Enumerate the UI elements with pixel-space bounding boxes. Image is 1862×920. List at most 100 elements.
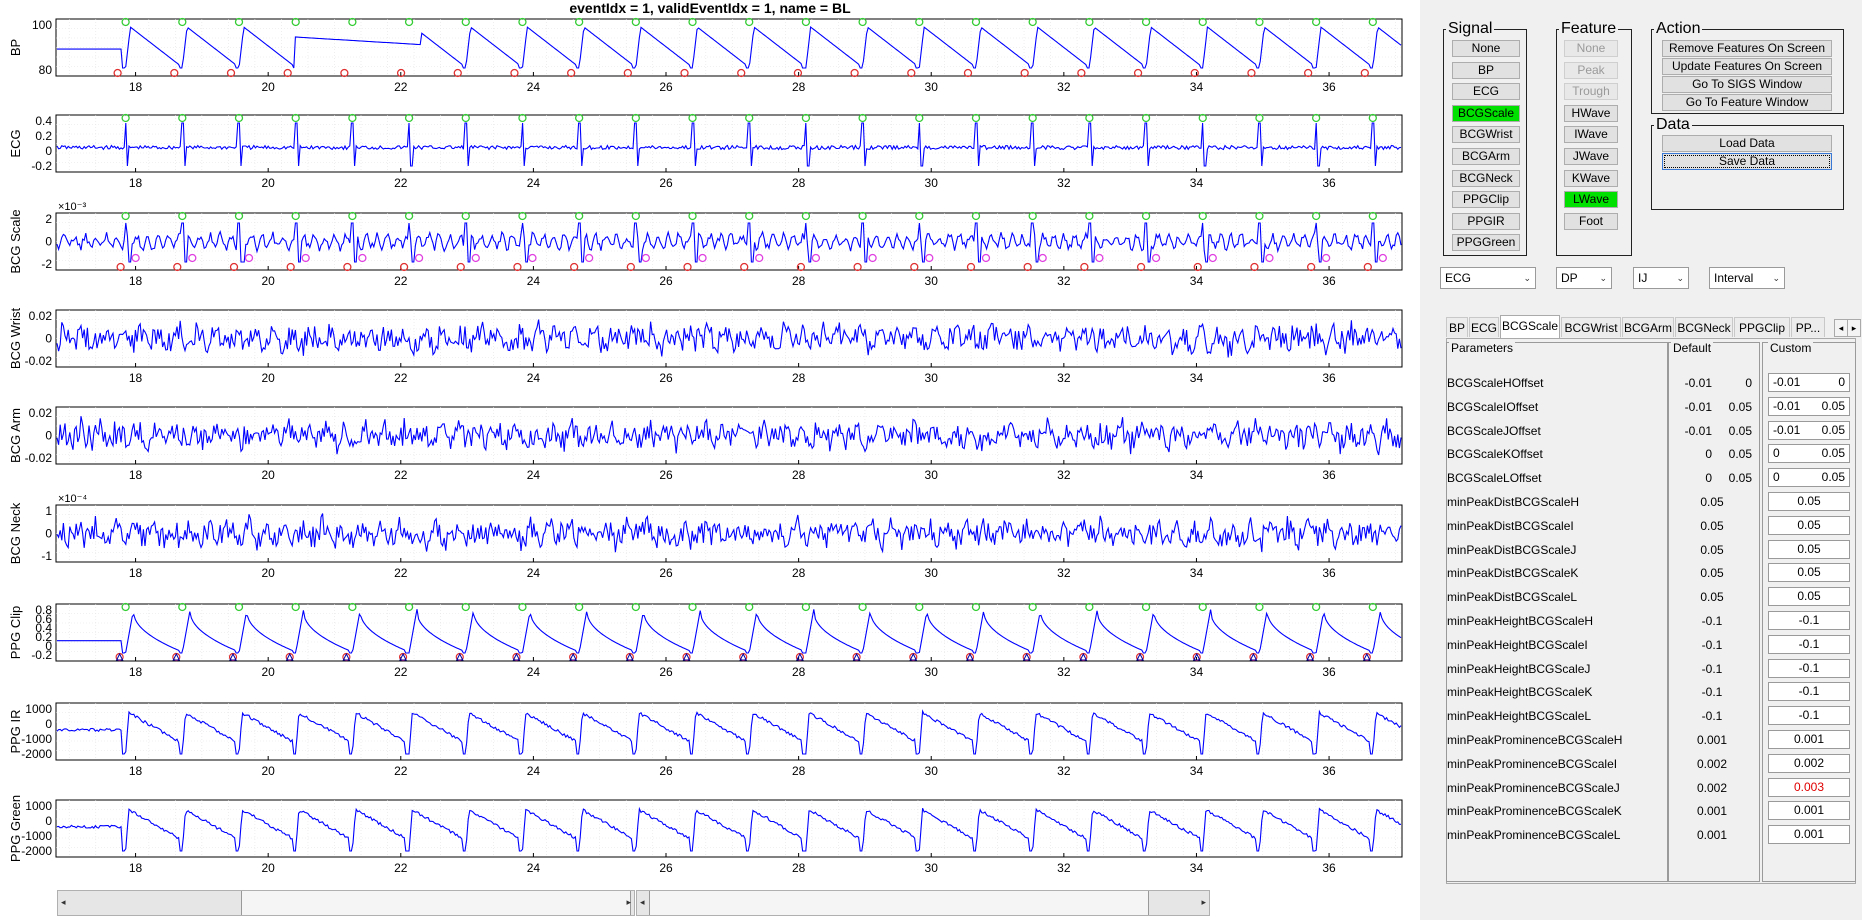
param-custom-value[interactable]: 0.05 (1797, 494, 1821, 508)
trough-marker[interactable] (793, 68, 803, 78)
trough-marker[interactable] (1020, 68, 1029, 78)
param-custom-max[interactable]: 0.05 (1821, 422, 1845, 437)
param-custom-input[interactable]: -0.1 (1768, 682, 1850, 702)
foot-marker[interactable] (1363, 652, 1371, 661)
peak-marker[interactable] (234, 211, 244, 221)
peak-marker[interactable] (1141, 17, 1151, 27)
trough-marker[interactable] (1193, 262, 1202, 272)
feature-marker[interactable] (1095, 253, 1104, 263)
param-custom-min[interactable]: -0.01 (1773, 398, 1801, 413)
foot-marker[interactable] (569, 652, 577, 661)
peak-marker[interactable] (348, 211, 357, 221)
peak-marker[interactable] (1198, 602, 1207, 612)
feature-marker[interactable] (641, 253, 650, 263)
tab-bcgwrist[interactable]: BCGWrist (1561, 317, 1621, 337)
trough-marker[interactable] (1303, 68, 1313, 78)
param-custom-max[interactable]: 0.05 (1821, 398, 1845, 413)
peak-marker[interactable] (631, 113, 640, 123)
peak-marker[interactable] (1368, 113, 1377, 123)
peak-marker[interactable] (1141, 602, 1151, 612)
peak-marker[interactable] (1368, 602, 1377, 612)
signal-button-ppggreen[interactable]: PPGGreen (1452, 234, 1520, 252)
peak-marker[interactable] (1255, 113, 1264, 123)
right-time-scrollbar[interactable]: ◂ ▸ (636, 890, 1210, 916)
peak-marker[interactable] (1311, 211, 1321, 221)
peak-marker[interactable] (348, 113, 357, 123)
peak-marker[interactable] (1198, 17, 1207, 27)
feature-marker[interactable] (358, 253, 367, 263)
param-custom-min[interactable]: 0 (1773, 470, 1780, 485)
peak-marker[interactable] (461, 113, 470, 123)
foot-marker[interactable] (682, 652, 691, 661)
signal-button-ppgclip[interactable]: PPGClip (1452, 191, 1520, 209)
tab-scroll-right-icon[interactable]: ▸ (1847, 319, 1861, 337)
mode-select[interactable]: Interval ⌄ (1709, 267, 1785, 289)
peak-marker[interactable] (745, 113, 754, 123)
param-custom-max[interactable]: 0.05 (1821, 446, 1845, 461)
feature-button-peak[interactable]: Peak (1564, 61, 1618, 79)
param-custom-input[interactable]: 0.05 (1768, 563, 1850, 583)
peak-marker[interactable] (404, 17, 414, 27)
left-time-scrollbar[interactable]: ◂ ▸ (57, 890, 635, 916)
trough-marker[interactable] (907, 68, 916, 78)
trough-marker[interactable] (1023, 262, 1032, 272)
peak-marker[interactable] (915, 113, 924, 123)
param-custom-input[interactable]: 0.001 (1768, 825, 1850, 845)
trough-marker[interactable] (1250, 262, 1259, 272)
feature-marker[interactable] (414, 253, 424, 263)
peak-marker[interactable] (1311, 113, 1321, 123)
trough-marker[interactable] (170, 68, 179, 78)
tab-bcgscale[interactable]: BCGScale (1500, 315, 1560, 338)
peak-marker[interactable] (234, 113, 244, 123)
peak-marker[interactable] (574, 113, 584, 123)
foot-marker[interactable] (852, 652, 861, 661)
param-custom-value[interactable]: 0.003 (1793, 779, 1825, 794)
peak-marker[interactable] (745, 17, 754, 27)
peak-marker[interactable] (688, 113, 697, 123)
param-custom-value[interactable]: 0.05 (1797, 517, 1821, 532)
feature-button-none[interactable]: None (1564, 40, 1618, 57)
action-button-go-to-feature-window[interactable]: Go To Feature Window (1662, 94, 1832, 111)
trough-marker[interactable] (1133, 68, 1143, 78)
peak-marker[interactable] (178, 602, 187, 612)
param-custom-input[interactable]: -0.01 0 (1768, 373, 1850, 392)
feature-marker[interactable] (1321, 253, 1331, 263)
action-button-remove-features-on-screen[interactable]: Remove Features On Screen (1662, 40, 1832, 57)
peak-marker[interactable] (518, 17, 527, 27)
data-button-save-data[interactable]: Save Data (1662, 153, 1832, 170)
trough-marker[interactable] (626, 262, 635, 272)
trough-marker[interactable] (1360, 68, 1369, 78)
param-custom-input[interactable]: 0.002 (1768, 753, 1850, 773)
peak-marker[interactable] (858, 113, 867, 123)
param-custom-value[interactable]: -0.1 (1798, 684, 1820, 699)
trough-marker[interactable] (680, 68, 689, 78)
foot-marker[interactable] (399, 652, 407, 661)
param-custom-value[interactable]: -0.1 (1798, 708, 1820, 723)
feature-marker[interactable] (244, 253, 254, 263)
param-custom-input[interactable]: -0.1 (1768, 658, 1850, 678)
peak-marker[interactable] (971, 17, 981, 27)
tab-ecg[interactable]: ECG (1469, 317, 1499, 337)
peak-marker[interactable] (745, 602, 754, 612)
scroll-right-arrow-icon-2[interactable]: ▸ (1201, 897, 1206, 907)
scroll-right-arrow-icon[interactable]: ▸ (626, 897, 631, 907)
param-custom-value[interactable]: -0.1 (1798, 660, 1820, 675)
signal-button-bcgscale[interactable]: BCGScale (1452, 104, 1520, 122)
feature-marker[interactable] (1151, 253, 1161, 263)
feature-marker[interactable] (188, 253, 197, 263)
signal-button-none[interactable]: None (1452, 40, 1520, 57)
peak-marker[interactable] (1368, 17, 1377, 27)
param-custom-value[interactable]: -0.1 (1798, 636, 1820, 651)
foot-marker[interactable] (115, 652, 124, 661)
peak-marker[interactable] (461, 602, 470, 612)
feature-marker[interactable] (1265, 253, 1274, 263)
peak-marker[interactable] (688, 602, 697, 612)
foot-marker[interactable] (1306, 652, 1314, 661)
trough-marker[interactable] (116, 262, 125, 272)
peak-marker[interactable] (631, 602, 640, 612)
peak-marker[interactable] (234, 17, 244, 27)
feature-marker[interactable] (1378, 253, 1387, 263)
trough-marker[interactable] (966, 262, 976, 272)
param-custom-input[interactable]: 0 0.05 (1768, 444, 1850, 464)
